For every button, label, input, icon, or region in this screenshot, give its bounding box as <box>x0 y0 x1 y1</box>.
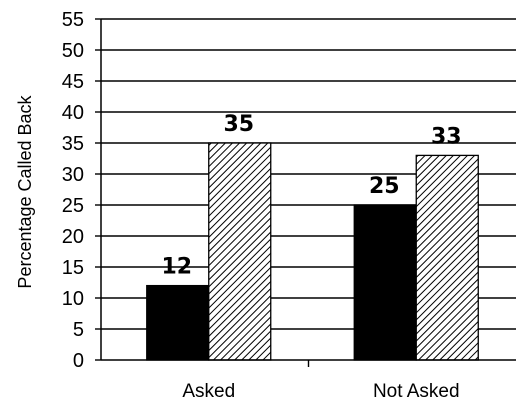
data-label: 25 <box>369 174 400 199</box>
y-tick-label: 10 <box>62 288 84 310</box>
y-tick-label: 0 <box>73 350 84 372</box>
y-tick-label: 40 <box>62 102 84 124</box>
y-tick-label: 50 <box>62 40 84 62</box>
data-label: 35 <box>223 112 254 137</box>
bar <box>354 205 416 360</box>
y-tick-label: 45 <box>62 71 84 93</box>
y-tick-labels: 0 5 10 15 20 25 30 35 40 45 50 55 <box>62 9 84 372</box>
y-tick-label: 25 <box>62 195 84 217</box>
y-axis-title: Percentage Called Back <box>15 94 35 288</box>
y-tick-label: 35 <box>62 133 84 155</box>
y-tick-label: 5 <box>73 319 84 341</box>
y-tick-label: 30 <box>62 164 84 186</box>
data-label: 33 <box>431 124 462 149</box>
y-tick-label: 20 <box>62 226 84 248</box>
x-tick-labels: Asked Not Asked <box>182 381 459 402</box>
y-tick-label: 15 <box>62 257 84 279</box>
y-tick-label: 55 <box>62 9 84 31</box>
bar <box>416 155 478 360</box>
data-label: 12 <box>161 255 192 280</box>
x-tick-label: Not Asked <box>373 381 460 402</box>
bars <box>147 143 479 360</box>
bar <box>147 286 209 360</box>
x-tick-label: Asked <box>182 381 235 402</box>
bar <box>209 143 271 360</box>
